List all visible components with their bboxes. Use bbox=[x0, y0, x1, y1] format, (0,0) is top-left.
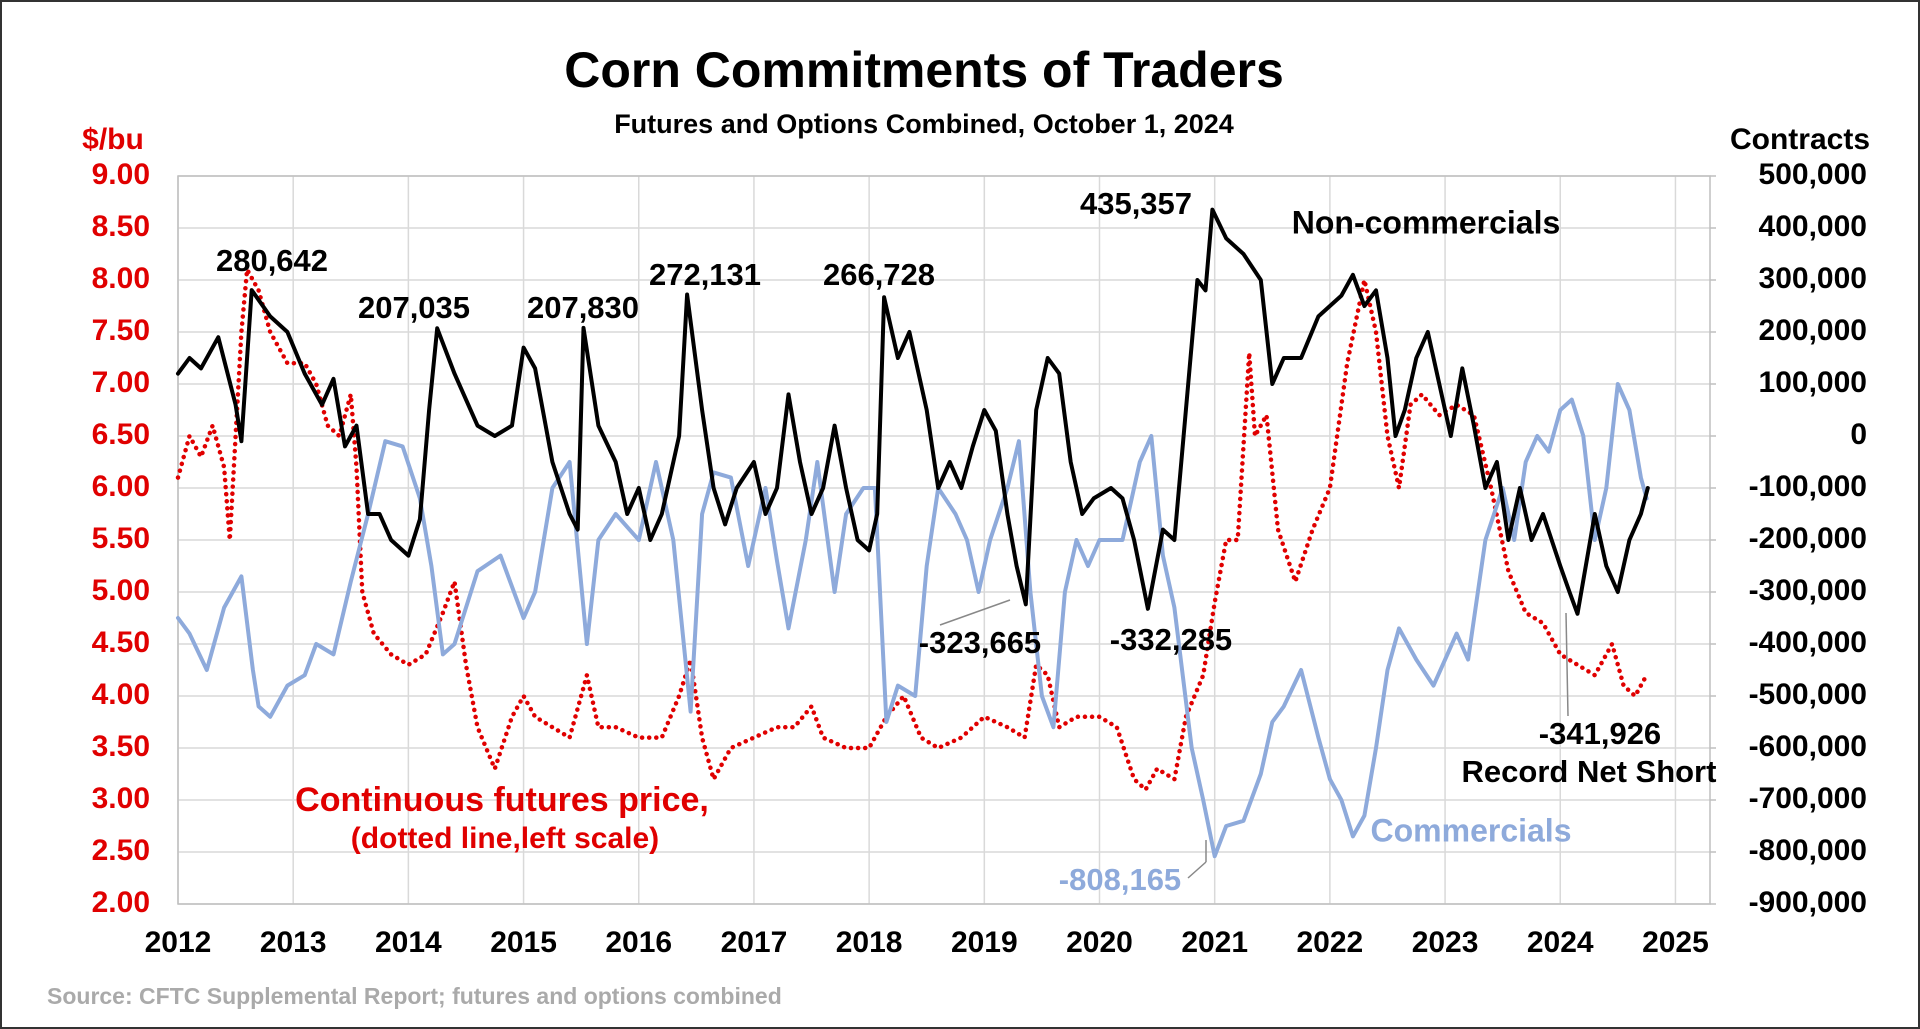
legend-label: Commercials bbox=[1371, 812, 1572, 848]
x-tick-label: 2021 bbox=[1181, 926, 1248, 959]
y2-tick-label: -900,000 bbox=[1749, 886, 1867, 919]
annotation: -808,165 bbox=[1059, 862, 1181, 897]
y2-tick-label: 100,000 bbox=[1759, 366, 1867, 399]
annotation: -323,665 bbox=[919, 625, 1041, 660]
pointer-line bbox=[1565, 612, 1569, 717]
y-tick-label: 4.50 bbox=[92, 626, 150, 659]
legend-note: (dotted line,left scale) bbox=[351, 822, 659, 855]
x-tick-label: 2014 bbox=[375, 926, 442, 959]
annotation: 207,035 bbox=[358, 290, 470, 325]
legend-label: Continuous futures price, bbox=[295, 781, 709, 819]
x-tick-label: 2018 bbox=[836, 926, 903, 959]
y-tick-label: 5.00 bbox=[92, 574, 150, 607]
y-axis-title: $/bu bbox=[82, 123, 144, 156]
annotation: 266,728 bbox=[823, 257, 935, 292]
y-tick-label: 3.50 bbox=[92, 730, 150, 763]
y2-tick-label: -200,000 bbox=[1749, 522, 1867, 555]
chart-subtitle: Futures and Options Combined, October 1,… bbox=[614, 109, 1234, 139]
y2-tick-label: -300,000 bbox=[1749, 574, 1867, 607]
source-note: Source: CFTC Supplemental Report; future… bbox=[47, 983, 782, 1009]
y-tick-label: 4.00 bbox=[92, 678, 150, 711]
series-line bbox=[175, 267, 1649, 792]
annotation: Record Net Short bbox=[1462, 754, 1717, 789]
x-tick-label: 2025 bbox=[1642, 926, 1709, 959]
x-tick-label: 2016 bbox=[605, 926, 672, 959]
x-tick-label: 2024 bbox=[1527, 926, 1594, 959]
y2-tick-label: 200,000 bbox=[1759, 314, 1867, 347]
y2-tick-label: -400,000 bbox=[1749, 626, 1867, 659]
y-tick-label: 5.50 bbox=[92, 522, 150, 555]
y-tick-label: 2.50 bbox=[92, 834, 150, 867]
x-tick-label: 2022 bbox=[1297, 926, 1364, 959]
y-tick-label: 2.00 bbox=[92, 886, 150, 919]
annotation: -341,926 bbox=[1539, 716, 1661, 751]
x-tick-label: 2013 bbox=[260, 926, 327, 959]
y-tick-label: 8.00 bbox=[92, 262, 150, 295]
y-tick-label: 7.00 bbox=[92, 366, 150, 399]
x-tick-label: 2023 bbox=[1412, 926, 1479, 959]
y-tick-label: 9.00 bbox=[92, 158, 150, 191]
x-tick-label: 2012 bbox=[145, 926, 212, 959]
legend-label: Non-commercials bbox=[1292, 204, 1561, 240]
y2-tick-label: 400,000 bbox=[1759, 210, 1867, 243]
y2-tick-label: -700,000 bbox=[1749, 782, 1867, 815]
y2-axis-title: Contracts bbox=[1730, 123, 1870, 156]
y-tick-label: 6.00 bbox=[92, 470, 150, 503]
y-tick-label: 8.50 bbox=[92, 210, 150, 243]
y2-tick-label: 0 bbox=[1850, 418, 1867, 451]
x-tick-label: 2019 bbox=[951, 926, 1018, 959]
y2-tick-label: 300,000 bbox=[1759, 262, 1867, 295]
series-line bbox=[176, 382, 1649, 859]
plot-border bbox=[177, 175, 1711, 905]
x-tick-label: 2020 bbox=[1066, 926, 1133, 959]
series-line bbox=[176, 207, 1650, 616]
x-tick-label: 2017 bbox=[721, 926, 788, 959]
annotation: 207,830 bbox=[527, 290, 639, 325]
annotation: 435,357 bbox=[1080, 186, 1192, 221]
y2-tick-label: -600,000 bbox=[1749, 730, 1867, 763]
pointer-line bbox=[1187, 861, 1207, 879]
y-tick-label: 6.50 bbox=[92, 418, 150, 451]
chart-title: Corn Commitments of Traders bbox=[564, 42, 1284, 98]
y-tick-label: 3.00 bbox=[92, 782, 150, 815]
pointer-line bbox=[939, 599, 1011, 626]
annotation: -332,285 bbox=[1110, 622, 1232, 657]
y2-tick-label: -100,000 bbox=[1749, 470, 1867, 503]
y2-tick-label: -500,000 bbox=[1749, 678, 1867, 711]
annotation: 272,131 bbox=[649, 257, 761, 292]
y-tick-label: 7.50 bbox=[92, 314, 150, 347]
annotation: 280,642 bbox=[216, 243, 328, 278]
x-tick-label: 2015 bbox=[490, 926, 557, 959]
y2-tick-label: 500,000 bbox=[1759, 158, 1867, 191]
y2-tick-label: -800,000 bbox=[1749, 834, 1867, 867]
